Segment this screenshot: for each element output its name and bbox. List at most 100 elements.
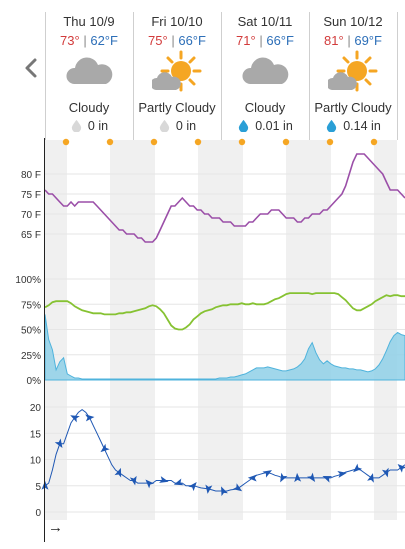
wind-arrow-icon bbox=[232, 483, 243, 492]
y-tick-label: 75% bbox=[21, 300, 41, 311]
low-temp: 66°F bbox=[266, 33, 294, 48]
wind-arrow-icon bbox=[70, 415, 80, 423]
sun-marker-icon bbox=[326, 138, 334, 146]
wind-direction-icon bbox=[337, 470, 347, 478]
precip-amount: 0.14 in bbox=[309, 119, 397, 133]
raindrop-icon bbox=[159, 119, 170, 132]
wind-direction-icon bbox=[294, 472, 302, 483]
wind-arrow-icon bbox=[54, 438, 63, 449]
wind-direction-icon bbox=[41, 480, 49, 490]
high-temp: 75° bbox=[148, 33, 168, 48]
wind-direction-icon bbox=[129, 475, 137, 486]
wind-direction-icon bbox=[353, 463, 363, 473]
day-name: Sat 10/11 bbox=[237, 14, 293, 29]
wind-arrow-icon bbox=[322, 476, 333, 483]
cloudy-icon bbox=[64, 50, 114, 94]
sun-marker-icon bbox=[370, 138, 378, 146]
day-name: Sun 10/12 bbox=[323, 14, 383, 29]
wind-direction-icon bbox=[54, 438, 63, 449]
temperature-range: 81° | 69°F bbox=[309, 33, 397, 48]
day-column[interactable]: Fri 10/10 75° | 66°F Partly Cloudy 0 in bbox=[133, 0, 221, 150]
temp-separator: | bbox=[347, 33, 351, 48]
wind-arrow-icon bbox=[173, 478, 184, 486]
condition-label: Cloudy bbox=[244, 100, 286, 115]
wind-arrow-icon bbox=[159, 476, 169, 483]
wind-arrow-icon bbox=[247, 474, 257, 482]
precip-amount: 0 in bbox=[133, 119, 221, 133]
wind-direction-icon bbox=[205, 484, 213, 494]
wind-direction-icon bbox=[145, 479, 155, 489]
temp-separator: | bbox=[171, 33, 175, 48]
precip-amount: 0 in bbox=[45, 119, 133, 133]
day-column[interactable]: Thu 10/9 73° | 62°F Cloudy 0 in bbox=[45, 0, 133, 150]
low-temp: 66°F bbox=[178, 33, 206, 48]
y-tick-label: 10 bbox=[30, 456, 42, 467]
high-temp: 73° bbox=[60, 33, 80, 48]
wind-arrow-icon bbox=[85, 414, 95, 422]
wind-direction-arrow-icon: → bbox=[48, 519, 63, 536]
wind-direction-icon bbox=[100, 443, 110, 453]
y-tick-label: 70 F bbox=[21, 210, 41, 221]
wind-arrow-icon bbox=[205, 484, 213, 494]
y-tick-label: 50% bbox=[21, 326, 41, 337]
chevron-left-icon bbox=[25, 58, 37, 78]
day-column[interactable]: Sat 10/11 71° | 66°F Cloudy 0.01 in bbox=[221, 0, 309, 150]
day-name: Fri 10/10 bbox=[151, 14, 203, 29]
wind-arrow-icon bbox=[353, 463, 363, 473]
raindrop-icon bbox=[327, 119, 337, 132]
precip-value: 0.01 in bbox=[255, 119, 293, 133]
humidity-line bbox=[44, 292, 405, 331]
temperature-range: 71° | 66°F bbox=[221, 33, 309, 48]
wind-arrow-icon bbox=[307, 472, 316, 482]
wind-direction-icon bbox=[280, 472, 288, 483]
wind-arrow-icon bbox=[381, 467, 389, 478]
sun-marker-icon bbox=[150, 138, 158, 146]
wind-direction-icon bbox=[70, 415, 80, 423]
wind-direction-icon bbox=[307, 472, 316, 482]
sun-marker-icon bbox=[238, 138, 246, 146]
temperature-range: 75° | 66°F bbox=[133, 33, 221, 48]
temperature-line bbox=[44, 153, 405, 243]
wind-direction-icon bbox=[381, 467, 389, 478]
temp-separator: | bbox=[259, 33, 263, 48]
partly-cloudy-icon bbox=[326, 50, 378, 94]
sun-marker-icon bbox=[62, 138, 70, 146]
column-divider bbox=[45, 12, 46, 140]
y-tick-label: 25% bbox=[21, 351, 41, 362]
y-tick-label: 0 bbox=[35, 508, 41, 519]
condition-label: Cloudy bbox=[68, 100, 110, 115]
wind-arrow-icon bbox=[367, 473, 374, 483]
wind-arrow-icon bbox=[280, 472, 288, 483]
raindrop-icon bbox=[239, 119, 249, 132]
high-temp: 81° bbox=[324, 33, 344, 48]
wind-direction-icon bbox=[322, 476, 333, 483]
temp-separator: | bbox=[83, 33, 87, 48]
y-tick-label: 15 bbox=[30, 429, 42, 440]
wind-arrow-icon bbox=[129, 475, 137, 486]
condition-label: Partly Cloudy bbox=[314, 100, 392, 115]
wind-arrow-icon bbox=[145, 479, 155, 489]
wind-direction-icon bbox=[367, 473, 374, 483]
wind-arrow-icon bbox=[188, 481, 197, 492]
y-tick-label: 20 bbox=[30, 403, 42, 414]
condition-label: Partly Cloudy bbox=[138, 100, 216, 115]
sun-marker-icon bbox=[106, 138, 114, 146]
y-tick-label: 0% bbox=[27, 376, 42, 387]
day-column[interactable]: Sun 10/12 81° | 69°F Partly Cloudy 0.14 … bbox=[309, 0, 397, 150]
wind-arrow-icon bbox=[262, 470, 273, 478]
y-tick-label: 75 F bbox=[21, 190, 41, 201]
wind-arrow-icon bbox=[337, 470, 347, 478]
wind-direction-icon bbox=[247, 474, 257, 482]
wind-direction-icon bbox=[232, 483, 243, 492]
column-divider bbox=[397, 12, 398, 140]
wind-arrow-icon bbox=[41, 480, 49, 490]
y-tick-label: 100% bbox=[15, 275, 41, 286]
wind-direction-icon bbox=[173, 478, 184, 486]
wind-arrow-icon bbox=[221, 486, 228, 497]
y-tick-label: 5 bbox=[35, 482, 41, 493]
day-name: Thu 10/9 bbox=[63, 14, 115, 29]
previous-days-button[interactable] bbox=[20, 56, 42, 80]
temperature-range: 73° | 62°F bbox=[45, 33, 133, 48]
wind-arrow-icon bbox=[397, 464, 405, 473]
